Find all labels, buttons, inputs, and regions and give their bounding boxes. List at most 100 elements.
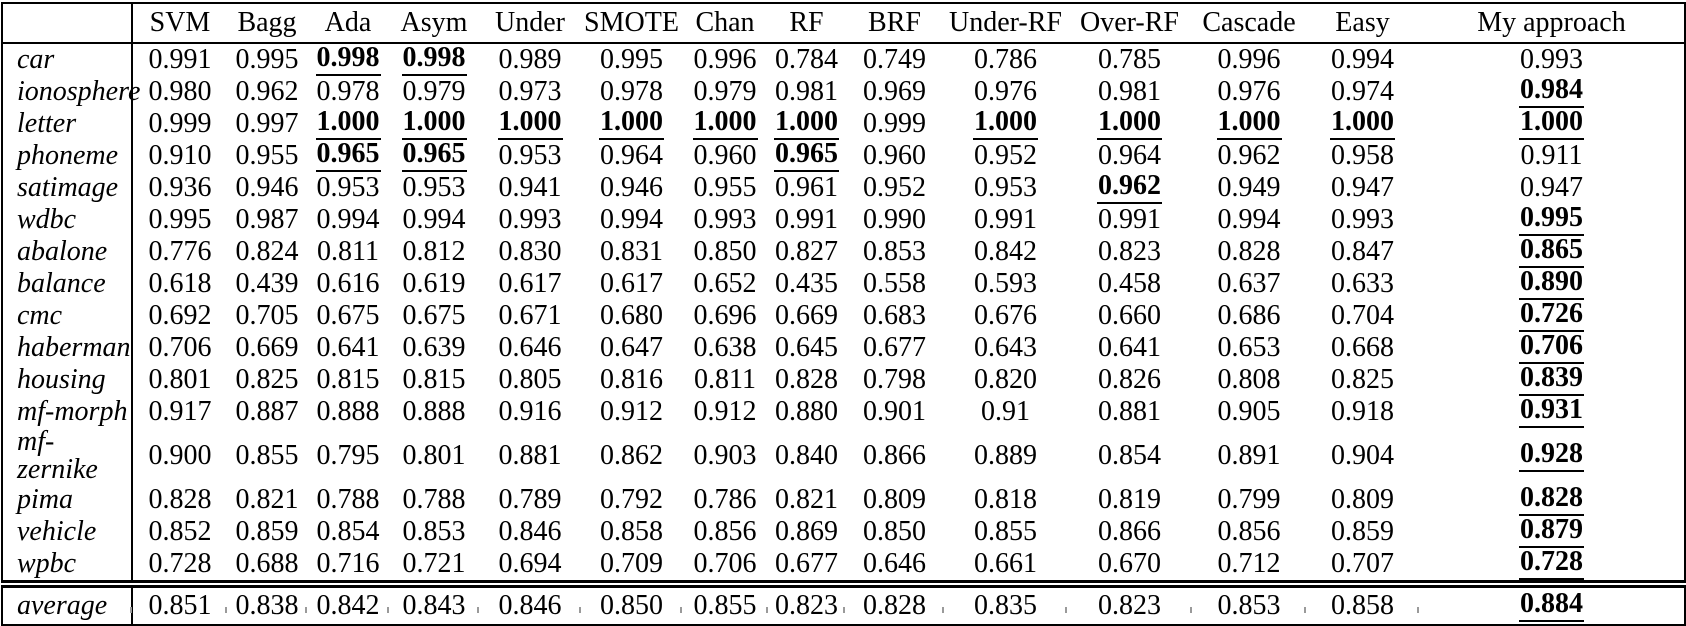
column-boundary-tick (130, 607, 132, 613)
value-cell: 0.962 (1067, 172, 1192, 204)
column-header: Cascade (1192, 3, 1306, 44)
value-cell: 0.821 (235, 484, 299, 515)
value-cell: 0.858 (1306, 580, 1419, 625)
value-cell: 0.839 (1419, 364, 1685, 396)
value-cell: 0.726 (1419, 300, 1685, 332)
value-cell: 0.853 (402, 516, 466, 547)
best-value: 1.000 (692, 108, 758, 140)
value-cell: 0.955 (235, 140, 299, 171)
column-header: Bagg (227, 3, 307, 44)
row-label: mf-morph (2, 396, 133, 428)
value-cell: 0.947 (1331, 172, 1394, 203)
value-cell: 0.792 (600, 484, 663, 515)
value-cell: 0.728 (148, 548, 212, 579)
value-cell: 0.888 (316, 396, 380, 427)
value-cell: 0.707 (1331, 548, 1394, 579)
value-cell: 0.694 (498, 548, 562, 579)
value-cell: 0.903 (693, 440, 757, 471)
best-value: 0.995 (1519, 204, 1584, 236)
best-value: 1.000 (774, 108, 839, 140)
value-cell: 0.716 (316, 548, 380, 579)
value-cell: 0.439 (235, 268, 299, 299)
value-cell: 0.641 (1098, 332, 1161, 363)
value-cell: 0.974 (1331, 76, 1394, 107)
value-cell: 0.617 (498, 268, 562, 299)
value-cell: 0.994 (316, 204, 380, 235)
value-cell: 0.964 (600, 140, 663, 171)
value-cell: 0.993 (1520, 44, 1583, 75)
value-cell: 0.990 (863, 204, 926, 235)
value-cell: 0.997 (235, 108, 299, 139)
value-cell: 0.858 (600, 516, 663, 547)
value-cell: 0.991 (1098, 204, 1161, 235)
value-cell: 0.979 (402, 76, 466, 107)
column-header: BRF (845, 3, 944, 44)
row-label: vehicle (2, 516, 133, 548)
value-cell: 0.931 (1419, 396, 1685, 428)
value-cell: 0.855 (235, 440, 299, 471)
best-value: 1.000 (1216, 108, 1282, 140)
value-cell: 0.980 (148, 76, 212, 107)
column-boundary-tick (1190, 607, 1192, 613)
value-cell: 0.661 (974, 548, 1037, 579)
value-cell: 0.994 (600, 204, 663, 235)
table-row: mf-zernike 0.900 0.855 0.795 0.801 0.881 0.862… (2, 428, 1685, 484)
value-cell: 0.671 (498, 300, 562, 331)
value-cell: 0.856 (693, 516, 757, 547)
column-boundary-tick (1304, 607, 1306, 613)
value-cell: 0.823 (768, 580, 845, 625)
row-label: wpbc (2, 548, 133, 584)
value-cell: 1.000 (307, 108, 389, 140)
value-cell: 0.936 (148, 172, 212, 203)
value-cell: 0.816 (600, 364, 663, 395)
value-cell: 0.647 (600, 332, 663, 363)
value-cell: 0.953 (498, 140, 562, 171)
value-cell: 0.824 (235, 236, 299, 267)
value-cell: 0.995 (148, 204, 212, 235)
value-cell: 0.728 (1419, 548, 1685, 584)
value-cell: 1.000 (389, 108, 479, 140)
value-cell: 0.670 (1098, 548, 1161, 579)
value-cell: 0.890 (1419, 268, 1685, 300)
value-cell: 0.721 (402, 548, 466, 579)
value-cell: 0.850 (693, 236, 757, 267)
value-cell: 0.965 (768, 140, 845, 172)
value-cell: 0.676 (974, 300, 1037, 331)
best-value: 1.000 (315, 108, 381, 140)
value-cell: 0.815 (316, 364, 380, 395)
value-cell: 0.853 (1192, 580, 1306, 625)
value-cell: 0.811 (317, 236, 379, 267)
best-value: 0.726 (1519, 300, 1584, 332)
table-row: pima 0.828 0.821 0.788 0.788 0.789 0.792 0.786 0… (2, 484, 1685, 516)
value-cell: 0.918 (1331, 396, 1394, 427)
value-cell: 0.776 (148, 236, 212, 267)
value-cell: 0.961 (775, 172, 838, 203)
value-cell: 0.677 (863, 332, 926, 363)
value-cell: 0.831 (600, 236, 663, 267)
column-header: Under (479, 3, 581, 44)
table-row: haberman 0.706 0.669 0.641 0.639 0.646 0.647 0.… (2, 332, 1685, 364)
value-cell: 0.955 (693, 172, 757, 203)
table-row: abalone 0.776 0.824 0.811 0.812 0.830 0.831 0.8… (2, 236, 1685, 268)
row-label: ionosphere (2, 76, 140, 108)
value-cell: 0.887 (235, 396, 299, 427)
value-cell: 0.953 (402, 172, 466, 203)
value-cell: 0.904 (1331, 440, 1394, 471)
best-value: 0.962 (1097, 172, 1162, 204)
value-cell: 0.801 (148, 364, 212, 395)
value-cell: 0.795 (316, 440, 380, 471)
value-cell: 0.828 (1217, 236, 1281, 267)
value-cell: 0.880 (775, 396, 838, 427)
value-cell: 0.91 (981, 396, 1030, 427)
value-cell: 0.869 (775, 516, 838, 547)
table-row: cmc 0.692 0.705 0.675 0.675 0.671 0.680 0.696 0.… (2, 300, 1685, 332)
value-cell: 0.811 (694, 364, 756, 395)
value-cell: 1.000 (1192, 108, 1306, 140)
column-header: SMOTE (581, 3, 682, 44)
value-cell: 0.785 (1098, 44, 1161, 75)
value-cell: 0.991 (775, 204, 838, 235)
value-cell: 0.941 (498, 172, 562, 203)
value-cell: 0.973 (498, 76, 562, 107)
value-cell: 1.000 (1306, 108, 1419, 140)
value-cell: 0.998 (389, 43, 479, 76)
